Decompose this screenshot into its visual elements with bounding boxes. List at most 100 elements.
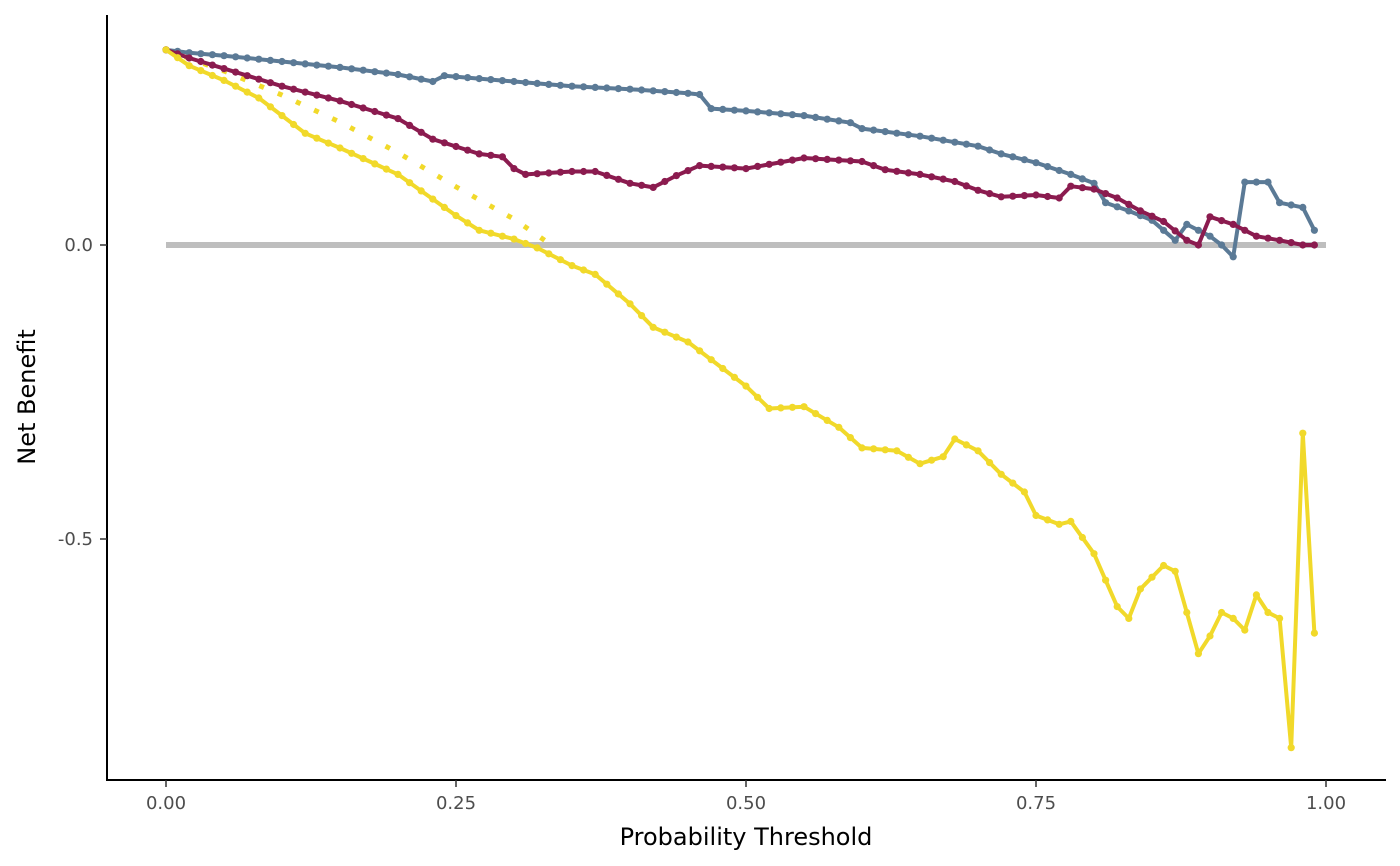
point-model-maroon: [881, 166, 889, 174]
point-model-maroon: [986, 190, 994, 198]
point-model-blue: [1044, 163, 1052, 171]
point-model-maroon: [1241, 226, 1249, 234]
point-model-maroon: [591, 167, 599, 176]
series-model-blue: [162, 46, 1318, 261]
point-model-blue: [498, 77, 506, 85]
point-model-yellow: [777, 404, 785, 412]
point-model-maroon: [556, 168, 565, 176]
point-model-blue: [1113, 203, 1121, 211]
point-model-yellow: [928, 456, 936, 464]
point-model-yellow: [974, 447, 982, 455]
point-model-blue: [522, 78, 530, 87]
point-model-maroon: [185, 54, 193, 62]
point-model-blue: [1252, 178, 1260, 186]
point-model-yellow: [371, 160, 379, 168]
point-model-blue: [208, 51, 216, 59]
point-model-blue: [788, 111, 797, 119]
point-model-maroon: [614, 175, 623, 183]
point-model-maroon: [1125, 200, 1133, 208]
point-model-yellow: [788, 403, 797, 411]
point-model-blue: [440, 72, 448, 80]
point-model-maroon: [440, 139, 448, 147]
point-model-maroon: [1264, 234, 1272, 242]
point-model-maroon: [1102, 190, 1110, 198]
point-model-blue: [1125, 207, 1133, 215]
point-model-maroon: [638, 181, 646, 189]
series-line-model-blue: [165, 47, 1317, 259]
point-model-maroon: [1090, 185, 1098, 193]
point-model-yellow: [846, 434, 855, 442]
point-model-blue: [533, 79, 541, 87]
point-model-yellow: [1009, 479, 1017, 487]
point-model-yellow: [1090, 550, 1098, 558]
point-model-blue: [556, 81, 565, 89]
point-model-yellow: [939, 453, 947, 461]
series-model-maroon: [162, 46, 1318, 249]
x-axis-title: Probability Threshold: [620, 823, 873, 851]
point-model-maroon: [1218, 217, 1226, 225]
point-model-maroon: [962, 182, 971, 190]
point-model-yellow: [1148, 573, 1156, 581]
point-model-yellow: [452, 212, 460, 220]
point-model-yellow: [406, 179, 414, 187]
y-tick-label: -0.5: [58, 529, 93, 550]
point-model-blue: [951, 138, 959, 146]
point-model-yellow: [1299, 429, 1307, 437]
point-model-yellow: [962, 441, 971, 449]
point-model-yellow: [464, 219, 472, 227]
point-model-maroon: [406, 121, 414, 129]
point-model-maroon: [568, 167, 576, 176]
point-model-blue: [1102, 199, 1110, 207]
point-model-yellow: [1160, 561, 1168, 570]
point-model-yellow: [1287, 744, 1295, 752]
point-model-yellow: [324, 139, 332, 147]
point-model-blue: [881, 128, 889, 136]
point-model-blue: [1055, 166, 1063, 175]
point-model-blue: [638, 86, 646, 94]
point-model-blue: [614, 85, 623, 93]
point-model-yellow: [336, 144, 344, 152]
point-model-blue: [359, 66, 367, 74]
point-model-maroon: [754, 162, 762, 170]
point-model-blue: [672, 88, 681, 97]
point-model-yellow: [1102, 576, 1110, 584]
point-model-maroon: [1206, 213, 1214, 221]
point-model-yellow: [545, 250, 553, 258]
point-model-yellow: [429, 195, 437, 203]
point-model-maroon: [1044, 192, 1052, 201]
point-model-yellow: [1125, 614, 1133, 623]
point-model-yellow: [498, 232, 506, 240]
point-model-blue: [1171, 236, 1179, 244]
point-model-yellow: [440, 203, 448, 211]
point-model-blue: [429, 77, 437, 86]
point-model-yellow: [348, 149, 356, 157]
point-model-yellow: [1044, 516, 1052, 524]
point-model-yellow: [533, 244, 541, 252]
point-model-blue: [1160, 226, 1168, 234]
point-model-maroon: [487, 151, 495, 159]
point-model-blue: [301, 60, 309, 68]
point-model-maroon: [904, 169, 913, 177]
point-model-maroon: [243, 72, 251, 80]
point-model-maroon: [1194, 241, 1202, 249]
point-model-blue: [1194, 226, 1202, 234]
y-tick-label: 0.0: [64, 235, 93, 256]
point-model-blue: [986, 146, 994, 154]
point-model-maroon: [1171, 227, 1179, 235]
point-model-yellow: [522, 239, 530, 248]
point-model-maroon: [301, 88, 309, 96]
point-model-maroon: [696, 162, 704, 170]
point-model-yellow: [684, 338, 692, 346]
point-model-maroon: [742, 165, 750, 173]
point-model-maroon: [928, 173, 936, 181]
point-model-yellow: [893, 447, 901, 455]
point-model-yellow: [812, 410, 820, 418]
point-model-blue: [661, 88, 669, 96]
point-model-yellow: [185, 62, 193, 70]
point-model-blue: [464, 74, 472, 82]
point-model-blue: [858, 125, 866, 133]
point-model-blue: [336, 63, 344, 71]
point-model-maroon: [777, 158, 785, 166]
point-model-yellow: [220, 76, 228, 84]
point-model-yellow: [1171, 567, 1179, 575]
